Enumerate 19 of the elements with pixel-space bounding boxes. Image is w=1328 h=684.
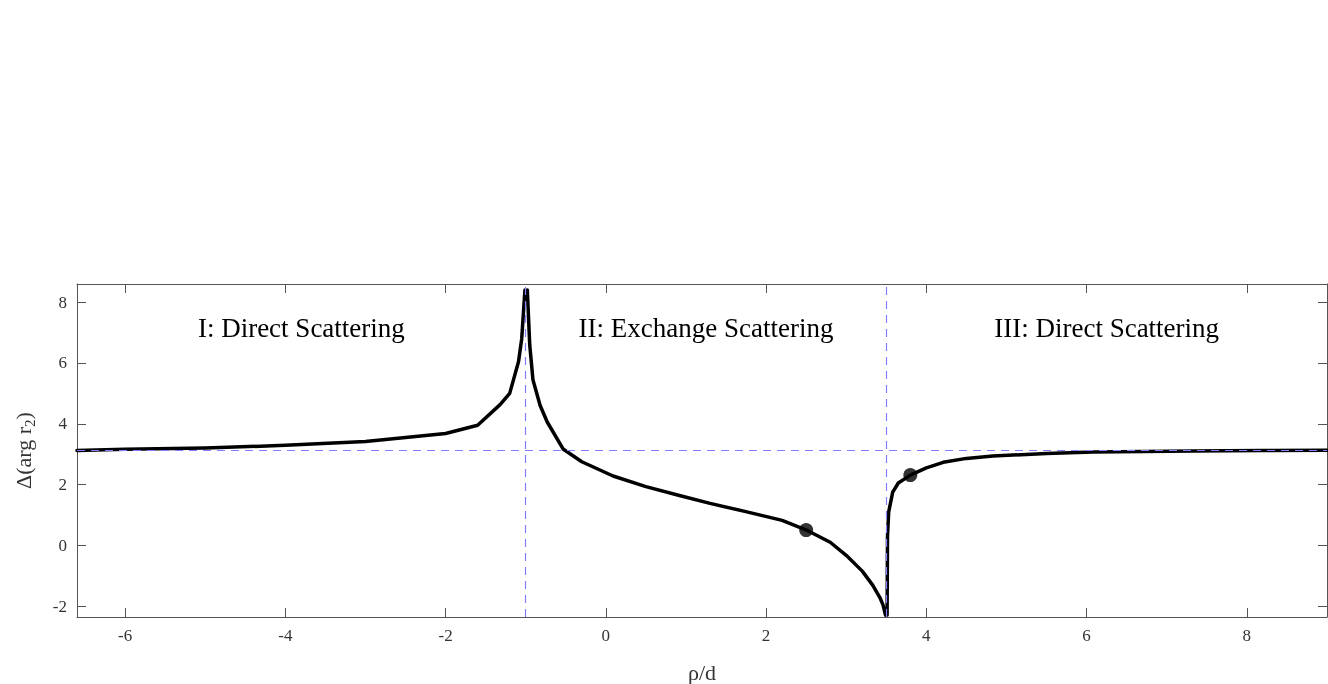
x-tick-label: 2 — [761, 626, 771, 645]
annotation: II: Exchange Scattering — [578, 312, 834, 343]
y-tick-label: 6 — [58, 353, 67, 373]
x-tick-label: -2 — [438, 626, 453, 645]
y-axis-title: Δ(arg r2) — [11, 412, 38, 489]
y-tick-label: 0 — [58, 535, 67, 555]
x-axis-title: ρ/d — [687, 659, 717, 684]
x-tick-label: -6 — [117, 626, 133, 645]
y-tick-label: 8 — [58, 292, 67, 312]
annotation: I: Direct Scattering — [197, 312, 405, 343]
x-tick-label: 8 — [1242, 626, 1252, 645]
y-tick-label: -2 — [52, 596, 67, 616]
x-tick-label: 6 — [1082, 626, 1091, 645]
annotation: III: Direct Scattering — [994, 312, 1220, 343]
x-tick-label: 0 — [601, 626, 611, 645]
x-tick-label: 4 — [922, 626, 932, 645]
y-tick-label: 2 — [58, 475, 67, 495]
x-tick-label: -4 — [278, 626, 293, 645]
y-tick-label: 4 — [58, 414, 68, 434]
